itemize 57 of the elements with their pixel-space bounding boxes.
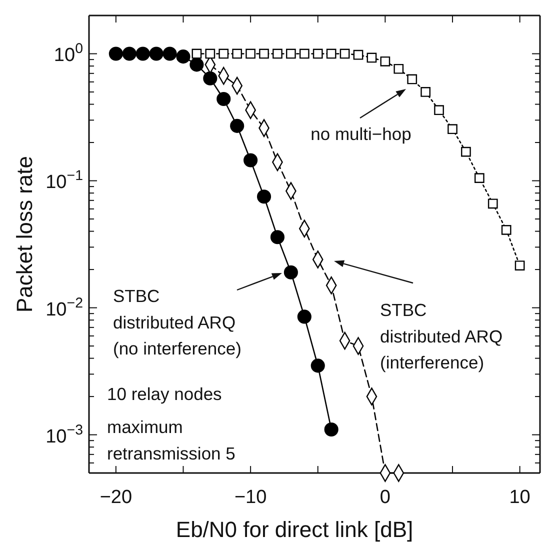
point — [272, 48, 282, 59]
y-axis-title: Packet loss rate — [12, 156, 37, 313]
point — [203, 71, 218, 86]
point — [488, 198, 498, 209]
x-axis-title: Eb/N0 for direct link [dB] — [176, 517, 414, 542]
point — [474, 173, 484, 183]
point — [434, 105, 444, 116]
point — [108, 46, 123, 61]
y-tick-label: 10$^{0}$ — [54, 41, 84, 66]
point — [205, 48, 216, 59]
point — [312, 48, 323, 59]
y-tick-label: 10$^{−1}$ — [46, 168, 84, 194]
point — [270, 230, 285, 244]
point — [244, 153, 258, 168]
annotation: STBC distributed ARQ (no interference) — [113, 286, 242, 358]
annotation: 10 relay nodes — [107, 384, 222, 404]
point — [230, 118, 244, 133]
point — [353, 50, 364, 60]
point — [310, 358, 325, 373]
point — [122, 46, 136, 61]
point — [394, 64, 404, 74]
x-tick-label: 10 — [509, 487, 530, 508]
point — [501, 224, 512, 235]
point — [299, 48, 310, 59]
y-tick-label: 10$^{−2}$ — [46, 295, 84, 320]
point — [297, 310, 312, 324]
y-tick-label: 10$^{−3}$ — [46, 422, 84, 448]
point — [514, 260, 525, 270]
point — [149, 46, 164, 61]
point — [136, 46, 150, 61]
x-tick-label: −20 — [100, 487, 132, 508]
point — [461, 146, 471, 157]
point — [176, 50, 190, 64]
point — [162, 46, 177, 61]
point — [286, 48, 296, 59]
point — [420, 87, 430, 97]
point — [407, 74, 418, 84]
point — [192, 48, 202, 59]
annotation: no multi−hop — [310, 124, 412, 144]
x-tick-label: −10 — [234, 487, 267, 508]
point — [218, 48, 229, 59]
point — [448, 124, 458, 134]
point — [246, 48, 256, 59]
point — [190, 58, 204, 72]
point — [232, 48, 242, 59]
point — [324, 422, 338, 437]
point — [284, 265, 298, 280]
point — [340, 48, 350, 59]
point — [380, 56, 390, 66]
point — [326, 48, 336, 59]
point — [259, 48, 269, 59]
annotation: maximum retransmission 5 — [107, 417, 236, 464]
x-tick-label: 0 — [380, 487, 390, 508]
point — [216, 92, 231, 106]
point — [366, 52, 377, 63]
annotation: STBC distributed ARQ (interference) — [380, 300, 503, 372]
point — [256, 190, 272, 204]
